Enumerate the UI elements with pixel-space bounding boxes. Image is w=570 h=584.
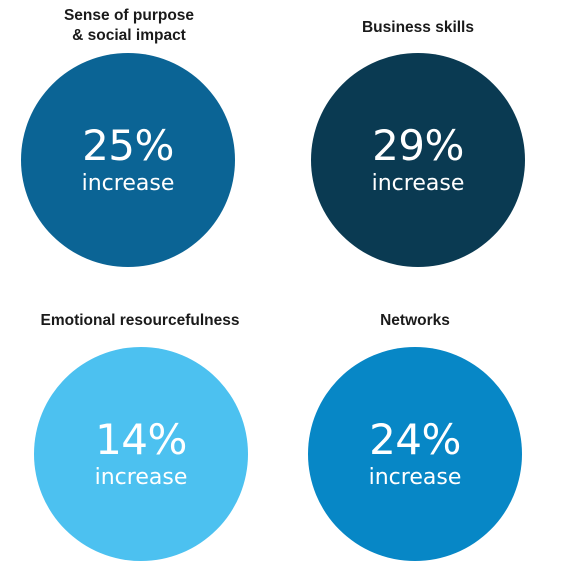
stat-value: 25% [82,121,174,170]
stat-unit: increase [368,465,462,490]
stat-unit: increase [81,171,175,196]
stat-circle: 24% increase [308,347,522,561]
stat-unit: increase [94,465,188,490]
stat-label: Business skills [361,19,474,36]
stat-label: Networks [380,312,450,329]
stat-value: 14% [95,415,187,464]
stat-label: Emotional resourcefulness [40,312,240,329]
stat-circle: 29% increase [311,53,525,267]
stat-label: Sense of purpose & social impact [63,7,195,44]
stat-unit: increase [371,171,465,196]
stat-circle: 14% increase [34,347,248,561]
stat-circle: 25% increase [21,53,235,267]
stat-value: 24% [369,415,461,464]
stat-value: 29% [372,121,464,170]
